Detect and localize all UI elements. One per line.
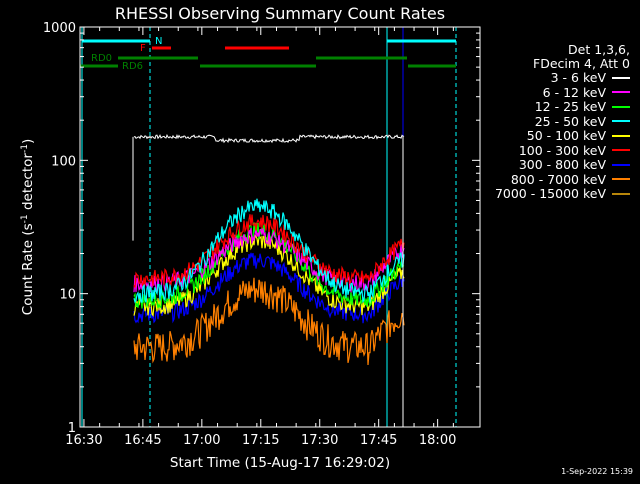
y-axis-label: Count Rate (s-1 detector-1): [20, 139, 36, 315]
legend-entry: 25 - 50 keV: [535, 114, 630, 129]
legend-swatch: [612, 120, 630, 122]
y-tick-label: 1: [68, 421, 76, 436]
x-tick-label: 17:30: [301, 433, 338, 448]
legend-entry: 7000 - 15000 keV: [495, 186, 630, 201]
y-tick-label: 100: [51, 154, 76, 169]
legend-swatch: [612, 178, 630, 180]
y-axis-label-sup2: -1: [20, 144, 30, 153]
legend-label: 100 - 300 keV: [518, 142, 606, 158]
legend-label: 300 - 800 keV: [518, 157, 606, 172]
y-tick-label: 1000: [43, 21, 76, 36]
legend-swatch: [612, 192, 630, 195]
series-line-3-6keV: [133, 133, 405, 144]
legend-header-1: Det 1,3,6,: [568, 42, 630, 57]
legend-label: 50 - 100 keV: [526, 128, 606, 143]
legend-label: 800 - 7000 keV: [510, 171, 606, 187]
legend-label: 6 - 12 keV: [542, 84, 606, 100]
legend-entry: 100 - 300 keV: [519, 143, 630, 158]
legend-label: 3 - 6 keV: [550, 70, 606, 85]
legend-header-2: FDecim 4, Att 0: [533, 56, 630, 71]
plot-frame: [79, 26, 481, 428]
series-line-100-300keV: [133, 214, 405, 288]
x-tick-label: 16:45: [124, 433, 161, 448]
legend-entry: 800 - 7000 keV: [511, 172, 630, 187]
legend-swatch: [612, 105, 630, 108]
rd6-label: RD6: [122, 61, 143, 72]
legend-label: 7000 - 15000 keV: [494, 186, 606, 201]
flare-label: F: [140, 43, 146, 54]
rd0-label: RD0: [91, 53, 112, 64]
y-axis-label-sup1: -1: [20, 214, 30, 223]
legend-entry: 50 - 100 keV: [527, 128, 630, 143]
legend-swatch: [612, 76, 630, 79]
x-tick-label: 18:00: [419, 433, 456, 448]
night-label: N: [155, 36, 162, 47]
x-axis-label: Start Time (15-Aug-17 16:29:02): [170, 455, 390, 471]
x-tick-label: 17:15: [242, 433, 279, 448]
series-line-25-50keV: [133, 198, 405, 304]
x-tick-label: 17:00: [183, 433, 220, 448]
y-axis-label-end: ): [20, 139, 36, 144]
y-tick-label: 10: [59, 288, 76, 303]
legend-swatch: [612, 134, 630, 137]
x-tick-label: 16:30: [65, 433, 102, 448]
series-line-300-800keV: [133, 252, 405, 324]
legend-entry: 12 - 25 keV: [535, 99, 630, 114]
legend-swatch: [612, 163, 630, 166]
chart-title: RHESSI Observing Summary Count Rates: [115, 4, 445, 23]
footer-date: 1-Sep-2022 15:39: [561, 467, 633, 476]
x-tick-label: 17:45: [360, 433, 397, 448]
legend-entry: 6 - 12 keV: [543, 85, 630, 100]
legend-label: 12 - 25 keV: [534, 99, 606, 114]
y-axis-label-main: Count Rate (s: [20, 223, 36, 315]
legend-entry: 3 - 6 keV: [551, 70, 630, 85]
legend-swatch: [612, 91, 630, 93]
y-axis-label-mid: detector: [20, 153, 36, 215]
legend-entry: 300 - 800 keV: [519, 157, 630, 172]
series-line-800-7000keV: [133, 277, 405, 366]
legend-swatch: [612, 149, 630, 151]
legend-label: 25 - 50 keV: [534, 113, 606, 129]
